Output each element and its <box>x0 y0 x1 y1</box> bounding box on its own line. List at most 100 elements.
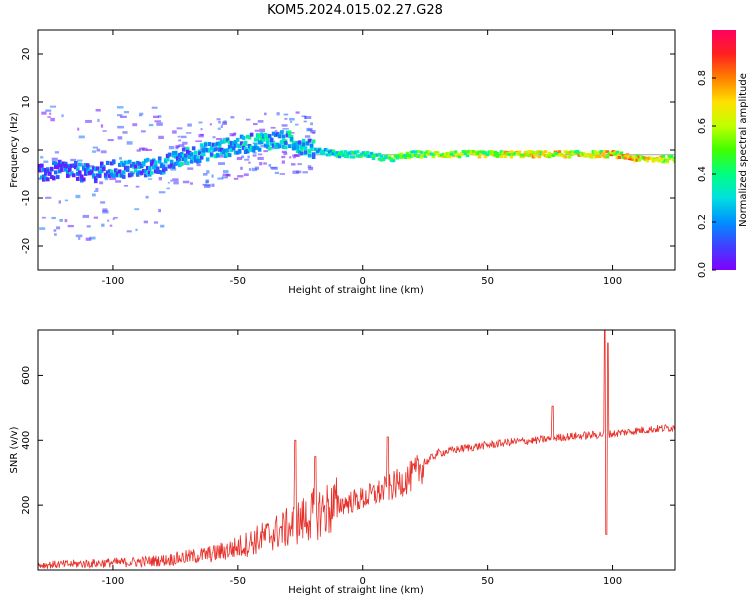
spectral-speckle <box>107 139 114 142</box>
spectral-speckle <box>100 150 107 154</box>
spectral-speckle <box>196 163 201 167</box>
spectral-speckle <box>153 221 159 224</box>
spectral-speckle <box>97 118 100 122</box>
spectral-cell <box>479 150 484 154</box>
spectral-speckle <box>268 164 272 167</box>
spectral-cell <box>267 134 272 139</box>
spectral-cell <box>301 142 306 147</box>
spectral-cell <box>143 173 148 178</box>
spectral-cell <box>57 169 62 174</box>
spectral-cell <box>293 142 298 147</box>
spectral-cell <box>471 150 476 154</box>
y-tick-label: 10 <box>21 96 32 109</box>
spectral-speckle <box>310 122 313 126</box>
spectral-cell <box>485 153 490 157</box>
spectral-cell <box>337 155 342 159</box>
spectral-cell <box>265 140 270 145</box>
spectral-cell <box>333 151 338 155</box>
spectral-cell <box>413 153 418 157</box>
spectral-cell <box>145 165 150 170</box>
spectral-cell <box>233 143 238 148</box>
spectral-speckle <box>240 166 243 170</box>
spectral-cell <box>119 173 124 178</box>
spectral-cell <box>139 164 144 169</box>
spectral-cell <box>217 144 222 149</box>
spectral-speckle <box>312 132 316 134</box>
x-tick-label: 0 <box>360 576 366 587</box>
spectral-speckle <box>289 132 295 134</box>
spectral-speckle <box>209 123 212 126</box>
spectral-cell <box>109 172 114 177</box>
spectral-cell <box>525 150 530 154</box>
spectral-speckle <box>175 145 179 148</box>
colorbar-tick-label: 0.0 <box>697 262 708 278</box>
spectral-cell <box>235 137 240 142</box>
spectral-speckle <box>182 141 188 145</box>
spectral-cell <box>223 148 228 153</box>
spectral-speckle <box>115 180 122 183</box>
spectral-speckle <box>252 154 257 157</box>
spectral-cell <box>311 139 316 144</box>
spectral-speckle <box>218 162 226 165</box>
spectral-cell <box>137 170 142 175</box>
spectral-cell <box>347 151 352 155</box>
spectral-cell <box>117 169 122 174</box>
spectral-cell <box>151 165 156 170</box>
spectral-cell <box>275 132 280 137</box>
spectral-speckle <box>281 150 287 154</box>
spectral-cell <box>473 151 478 155</box>
spectral-cell <box>173 161 178 166</box>
spectral-cell <box>461 150 466 154</box>
spectral-cell <box>455 154 460 158</box>
spectral-speckle <box>43 160 49 163</box>
spectral-cell <box>651 157 656 161</box>
spectral-speckle <box>257 153 263 156</box>
spectral-cell <box>177 157 182 162</box>
spectral-cell <box>343 150 348 154</box>
spectral-cell <box>469 150 474 154</box>
x-tick-label: -100 <box>102 276 125 287</box>
spectral-speckle <box>148 178 153 180</box>
spectral-speckle <box>85 119 92 123</box>
spectral-cell <box>177 152 182 157</box>
spectral-cell <box>665 158 670 162</box>
spectral-speckle <box>41 111 47 115</box>
spectral-cell <box>573 150 578 154</box>
spectral-cell <box>73 160 78 165</box>
spectral-speckle <box>281 124 288 127</box>
spectral-cell <box>563 150 568 154</box>
spectral-cell <box>359 152 364 156</box>
spectral-cell <box>523 151 528 155</box>
spectral-cell <box>673 160 675 164</box>
spectral-cell <box>617 155 622 159</box>
spectral-cell <box>179 162 184 167</box>
spectral-cell <box>45 168 50 173</box>
spectral-speckle <box>217 177 224 180</box>
spectral-speckle <box>243 173 249 177</box>
spectral-cell <box>109 161 114 166</box>
spectral-cell <box>593 150 598 154</box>
spectral-cell <box>365 154 370 158</box>
spectral-cell <box>79 174 84 179</box>
spectral-cell <box>417 150 422 154</box>
spectral-cell <box>553 151 558 155</box>
spectral-cell <box>133 168 138 173</box>
spectral-cell <box>431 152 436 156</box>
spectral-cell <box>507 153 512 157</box>
spectral-speckle <box>120 115 127 118</box>
snr-frame <box>37 329 676 571</box>
spectral-cell <box>95 166 100 171</box>
spectral-cell <box>201 152 206 157</box>
spectral-cell <box>321 152 326 156</box>
spectral-speckle <box>270 126 276 129</box>
spectral-cell <box>567 155 572 159</box>
spectral-cell <box>637 155 642 159</box>
spectral-cell <box>77 172 82 177</box>
spectral-cell <box>193 154 198 159</box>
spectral-cell <box>569 153 574 157</box>
spectral-cell <box>473 152 478 156</box>
spectral-cell <box>121 174 126 179</box>
spectral-cell <box>127 173 132 178</box>
spectral-speckle <box>178 139 182 142</box>
